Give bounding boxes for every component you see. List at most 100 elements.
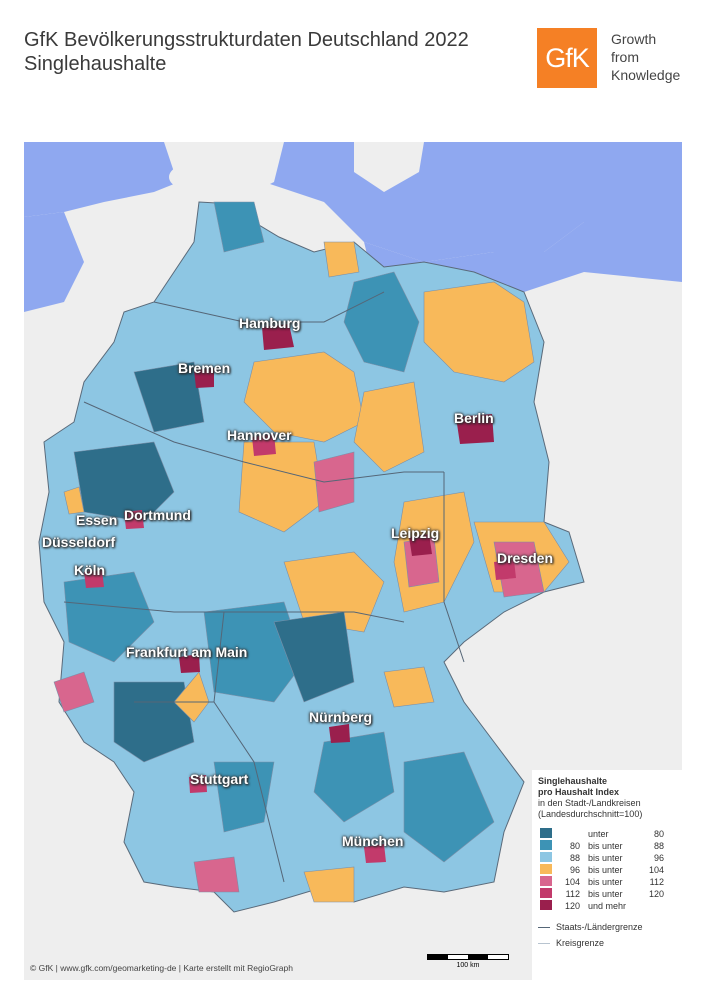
map-legend: Singlehaushalte pro Haushalt Index in de… <box>532 770 682 980</box>
legend-swatch <box>540 864 552 874</box>
district-area <box>273 611 355 703</box>
district-area <box>63 571 155 663</box>
tagline-line: from <box>611 49 639 65</box>
dresden-area <box>494 560 516 580</box>
legend-swatch <box>540 888 552 898</box>
hamburg-area <box>262 324 294 350</box>
legend-to <box>638 900 666 912</box>
legend-subtitle-2: (Landesdurchschnitt=100) <box>538 809 643 819</box>
city-label-duesseldorf: Düsseldorf <box>42 534 116 550</box>
legend-to: 104 <box>648 865 664 875</box>
title-block: GfK Bevölkerungsstrukturdaten Deutschlan… <box>24 28 469 76</box>
district-area <box>313 731 395 823</box>
scale-segment <box>448 955 468 959</box>
legend-state-border: Staats-/Ländergrenze <box>538 922 676 932</box>
legend-to: 120 <box>648 889 664 899</box>
district-area <box>383 666 435 708</box>
state-border <box>63 601 405 623</box>
legend-from: 104 <box>564 877 580 887</box>
city-label-dresden: Dresden <box>497 550 554 566</box>
legend-row: 112 bis unter 120 <box>538 888 666 900</box>
district-area <box>313 451 355 513</box>
map-title: GfK Bevölkerungsstrukturdaten Deutschlan… <box>24 29 469 51</box>
dortmund-area <box>124 510 144 529</box>
bremen-area <box>194 368 214 388</box>
city-label-muenchen: München <box>342 833 404 849</box>
legend-swatch <box>540 900 552 910</box>
legend-to: 112 <box>649 877 664 887</box>
stuttgart-area <box>189 775 207 793</box>
state-border-sample <box>538 926 550 928</box>
district-area <box>238 441 325 533</box>
city-label-berlin: Berlin <box>454 410 494 426</box>
city-label-leipzig: Leipzig <box>391 525 440 541</box>
legend-word: bis unter <box>588 889 623 899</box>
state-border <box>153 291 385 323</box>
city-markers <box>84 324 516 863</box>
legend-district-border: Kreisgrenze <box>538 938 676 948</box>
legend-from: 96 <box>569 865 580 875</box>
legend-word: bis unter <box>588 877 623 887</box>
scale-segment <box>468 955 488 959</box>
city-label-koeln: Köln <box>74 562 106 578</box>
district-regions <box>53 201 570 903</box>
scale-label: 100 km <box>456 962 480 969</box>
state-border <box>83 401 444 483</box>
city-label-nuernberg: Nürnberg <box>309 709 372 725</box>
footer-credit: © GfK | www.gfk.com/geomarketing-de | Ka… <box>30 963 293 973</box>
nuernberg-area <box>329 724 350 743</box>
legend-row: 80 bis unter 88 <box>538 840 666 852</box>
district-area <box>53 671 95 713</box>
legend-row: 120 und mehr <box>538 900 666 912</box>
tagline-line: Knowledge <box>611 67 681 83</box>
legend-from: 112 <box>565 889 580 899</box>
city-label-bremen: Bremen <box>178 360 231 376</box>
city-label-hamburg: Hamburg <box>239 315 301 331</box>
germany-map <box>24 142 682 980</box>
legend-title: Singlehaushalte <box>538 776 608 786</box>
legend-state-border-label: Staats-/Ländergrenze <box>556 922 643 932</box>
legend-classes: unter 80 80 bis unter 88 88 bis unter 96… <box>538 828 666 912</box>
legend-to: 88 <box>653 841 664 851</box>
state-borders <box>63 291 465 883</box>
map-subtitle: Singlehaushalte <box>24 53 167 75</box>
scale-segment <box>428 955 448 959</box>
legend-subtitle: in den Stadt-/Landkreisen <box>538 798 641 808</box>
danish-islands <box>354 142 424 192</box>
gfk-logo: GfK Growth from Knowledge <box>537 28 680 88</box>
legend-swatch <box>540 876 552 886</box>
district-area <box>353 381 425 473</box>
legend-from <box>554 828 582 840</box>
leipzig-area <box>409 534 432 556</box>
district-area <box>243 351 365 443</box>
district-area <box>403 751 495 863</box>
city-label-stuttgart: Stuttgart <box>190 771 249 787</box>
legend-word: bis unter <box>588 841 623 851</box>
city-label-dortmund: Dortmund <box>124 507 191 523</box>
district-area <box>193 856 240 893</box>
district-area <box>63 486 85 515</box>
district-area <box>213 201 265 253</box>
legend-to: 96 <box>653 853 664 863</box>
district-area <box>303 866 355 903</box>
legend-title-2: pro Haushalt Index <box>538 787 620 797</box>
district-area <box>423 281 535 383</box>
legend-swatch <box>540 840 552 850</box>
city-label-frankfurt: Frankfurt am Main <box>126 644 248 660</box>
berlin-area <box>456 414 494 444</box>
tagline-line: Growth <box>611 31 657 47</box>
district-area <box>343 271 420 373</box>
district-border-sample <box>538 942 550 944</box>
district-area <box>73 441 175 523</box>
muenchen-area <box>364 844 386 863</box>
gfk-tagline: Growth from Knowledge <box>611 30 680 84</box>
scale-bar: 100 km <box>427 954 509 969</box>
hannover-area <box>252 434 276 456</box>
district-area <box>133 361 205 433</box>
state-border <box>213 611 285 883</box>
legend-to: 80 <box>653 829 664 839</box>
koeln-area <box>84 570 104 588</box>
map-frame: Hamburg Bremen Hannover Berlin Essen Dor… <box>24 142 682 980</box>
legend-row: 104 bis unter 112 <box>538 876 666 888</box>
frankfurt-area <box>179 654 200 673</box>
